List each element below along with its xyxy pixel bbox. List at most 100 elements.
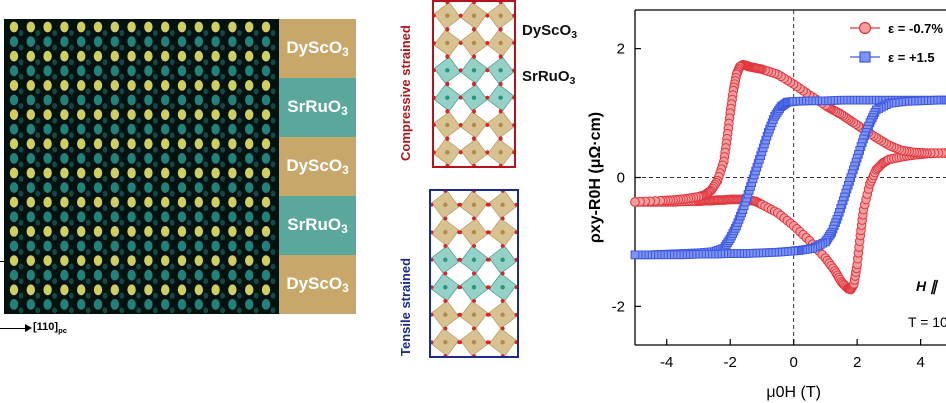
oxygen-column	[186, 219, 192, 226]
oxygen-column	[119, 219, 125, 226]
oxygen-column	[85, 103, 91, 109]
oxygen-column	[169, 103, 175, 109]
atom-column	[93, 211, 103, 223]
oxygen-atom	[431, 257, 434, 262]
atom-column	[144, 21, 153, 33]
oxygen-column	[102, 219, 108, 226]
oxygen-column	[85, 161, 91, 168]
oxygen-atom	[431, 340, 434, 345]
atom-column	[245, 21, 254, 33]
tensile-structure-panel	[429, 189, 519, 358]
oxygen-column	[270, 190, 276, 197]
atom-column	[261, 109, 271, 120]
atom-column	[161, 80, 170, 91]
oxygen-column	[203, 219, 209, 226]
oxygen-column	[169, 263, 175, 270]
atom-column	[194, 299, 203, 310]
field-direction-annotation: H ∥	[916, 278, 939, 295]
atom-column	[43, 153, 52, 164]
oxygen-column	[69, 292, 74, 299]
atom-column	[93, 109, 103, 120]
oxygen-column	[136, 292, 142, 299]
oxygen-column	[69, 117, 74, 124]
oxygen-atom	[487, 340, 491, 345]
oxygen-column	[102, 249, 108, 255]
oxygen-column	[169, 88, 175, 95]
b-site-atom	[471, 285, 477, 290]
atom-column	[144, 211, 153, 223]
atom-column	[177, 196, 187, 208]
oxygen-atom	[445, 137, 450, 141]
atom-column	[77, 182, 86, 194]
oxygen-column	[253, 44, 259, 51]
atom-column	[127, 240, 136, 252]
atom-column	[60, 80, 69, 91]
oxygen-column	[85, 146, 91, 153]
x-tick-label: -2	[724, 354, 737, 371]
atom-column	[93, 196, 103, 208]
atom-column	[9, 80, 19, 91]
oxygen-column	[102, 234, 108, 241]
oxygen-column	[186, 59, 192, 66]
oxygen-atom	[487, 202, 491, 207]
oxygen-column	[220, 234, 226, 241]
oxygen-column	[52, 44, 57, 51]
oxygen-atom	[485, 150, 490, 155]
oxygen-atom	[445, 55, 450, 59]
atom-column	[60, 153, 69, 164]
atom-column	[144, 284, 153, 296]
oxygen-column	[220, 30, 226, 36]
atom-column	[261, 50, 271, 62]
atom-column	[228, 21, 237, 33]
oxygen-column	[136, 249, 142, 255]
oxygen-column	[136, 132, 142, 139]
oxygen-column	[203, 59, 209, 66]
oxygen-column	[136, 103, 142, 109]
atom-column	[110, 36, 120, 47]
atom-column	[261, 36, 271, 47]
atom-column	[211, 153, 220, 164]
oxygen-column	[270, 146, 276, 153]
atom-column	[110, 153, 120, 164]
b-site-atom	[443, 312, 448, 317]
oxygen-atom	[485, 13, 490, 18]
oxygen-column	[270, 234, 276, 241]
atom-column	[43, 182, 52, 194]
oxygen-column	[203, 307, 209, 314]
oxygen-atom	[472, 82, 476, 87]
oxygen-column	[102, 103, 108, 109]
oxygen-column	[18, 234, 24, 241]
atom-column	[127, 299, 136, 310]
oxygen-column	[186, 307, 192, 314]
oxygen-column	[18, 30, 24, 36]
oxygen-column	[237, 307, 242, 314]
oxygen-atom	[485, 123, 490, 127]
atom-column	[228, 80, 237, 91]
layer-strip-2: SrRuO3	[279, 78, 356, 137]
atom-column	[161, 284, 170, 296]
layer-strip-4: SrRuO3	[279, 196, 356, 255]
oxygen-atom	[500, 244, 505, 248]
oxygen-column	[136, 176, 142, 182]
atom-column	[228, 226, 237, 237]
oxygen-column	[85, 44, 91, 51]
atom-column	[245, 269, 254, 281]
oxygen-column	[69, 205, 74, 212]
oxygen-column	[169, 292, 175, 299]
oxygen-column	[119, 117, 125, 124]
atom-column	[177, 153, 187, 164]
oxygen-column	[169, 249, 175, 255]
atom-column	[93, 240, 103, 252]
oxygen-column	[35, 132, 41, 139]
atom-column	[43, 21, 52, 33]
b-site-atom	[500, 312, 505, 317]
oxygen-column	[35, 73, 41, 80]
atom-column	[77, 123, 86, 135]
direction-arrow	[0, 324, 32, 332]
atom-column	[177, 50, 187, 62]
oxygen-atom	[498, 163, 503, 166]
atom-column	[211, 50, 220, 62]
oxygen-atom	[514, 312, 517, 317]
oxygen-column	[253, 103, 259, 109]
oxygen-column	[186, 117, 192, 124]
